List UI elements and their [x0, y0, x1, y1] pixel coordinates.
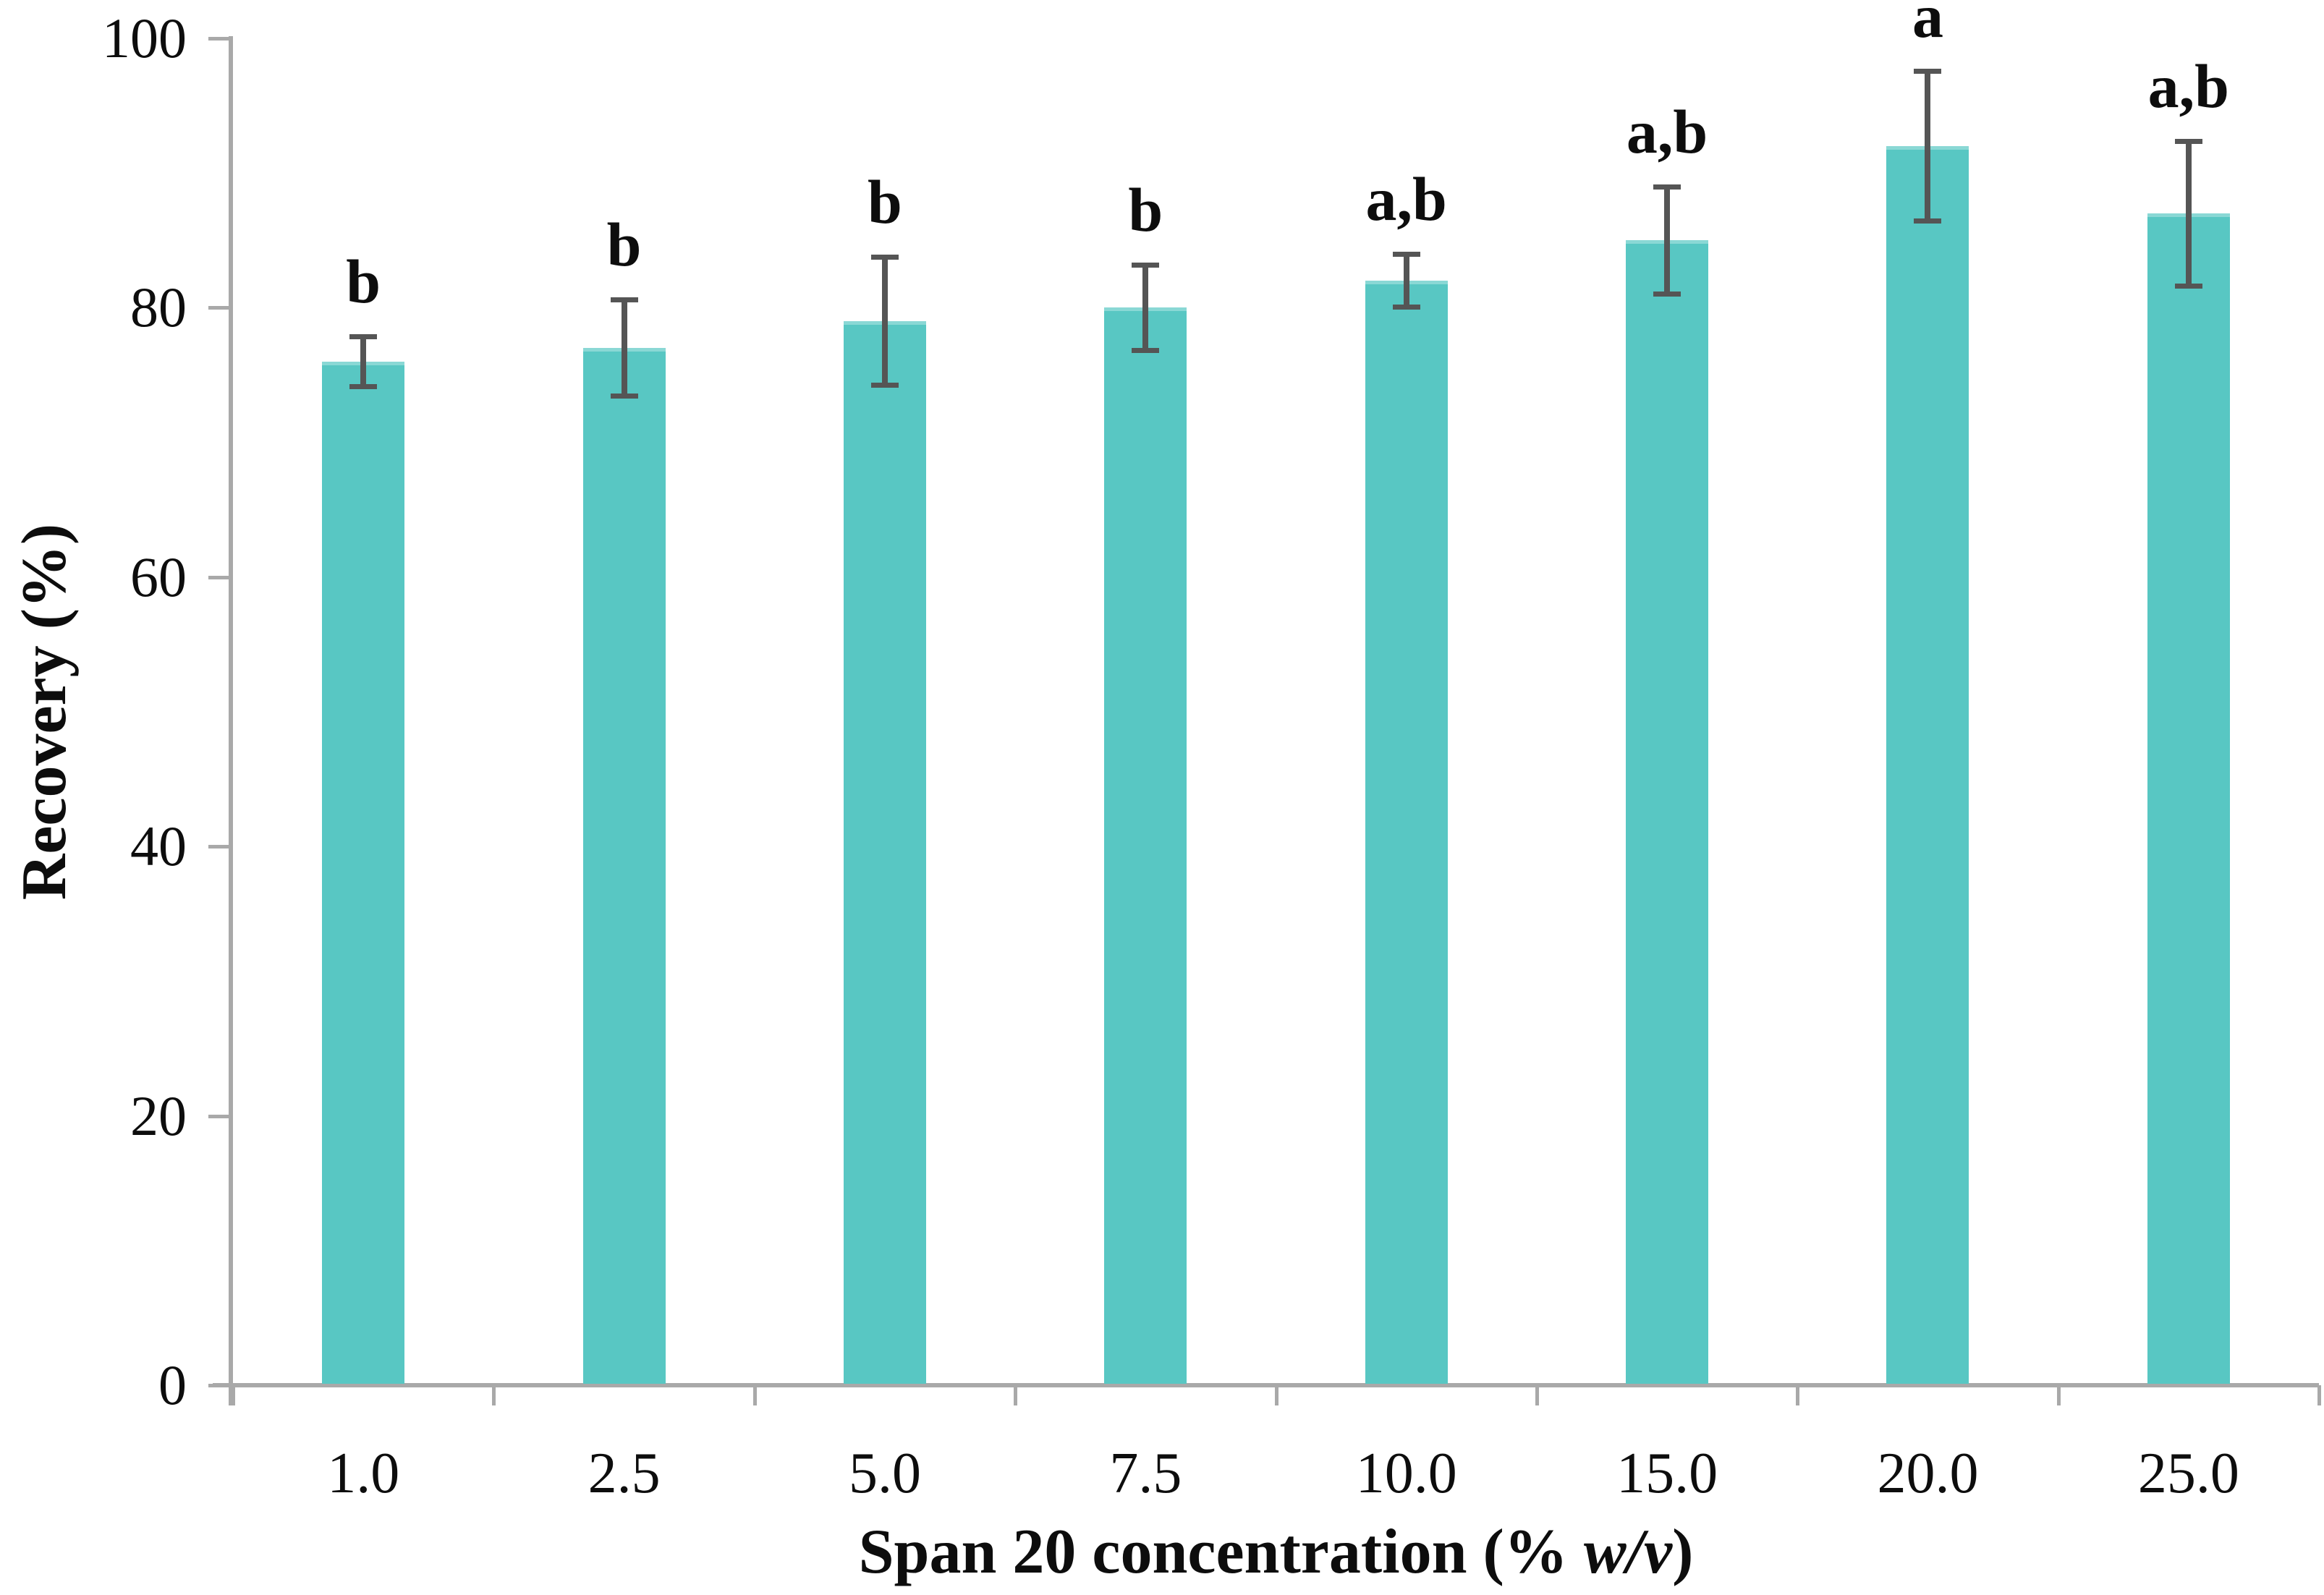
- y-tick-label: 100: [102, 7, 187, 69]
- x-tick: [2056, 1385, 2061, 1405]
- error-bar-cap-top: [1392, 251, 1420, 257]
- y-tick: [208, 1384, 229, 1387]
- error-bar-cap-top: [610, 297, 638, 303]
- error-bar-line: [1664, 186, 1671, 294]
- error-bar-cap-bottom: [870, 383, 899, 388]
- error-bar-line: [1925, 70, 1931, 222]
- error-bar-cap-bottom: [1392, 305, 1420, 310]
- bar: [322, 361, 405, 1384]
- x-axis-title-text: Span 20 concentration (%: [858, 1517, 1584, 1587]
- error-bar-line: [621, 299, 627, 397]
- significance-label: b: [1128, 174, 1163, 244]
- x-tick: [1535, 1385, 1539, 1405]
- significance-label: a,b: [1365, 163, 1447, 234]
- x-tick-label: 10.0: [1355, 1442, 1457, 1505]
- x-tick: [1014, 1385, 1018, 1405]
- significance-label: b: [346, 246, 381, 316]
- error-bar-cap-top: [349, 333, 378, 339]
- bar: [2147, 213, 2230, 1384]
- y-tick: [208, 306, 229, 310]
- x-tick-label: 5.0: [848, 1442, 921, 1505]
- x-axis-title-italic: w/v: [1583, 1517, 1673, 1587]
- error-bar-cap-bottom: [349, 384, 378, 390]
- y-axis-line: [229, 36, 233, 1405]
- error-bar-cap-bottom: [1132, 347, 1160, 353]
- error-bar-cap-top: [870, 254, 899, 260]
- bar: [1886, 145, 1969, 1384]
- x-axis-title-close-paren: ): [1672, 1517, 1694, 1587]
- x-tick: [1796, 1385, 1800, 1405]
- error-bar-cap-bottom: [610, 394, 638, 399]
- y-tick-label: 40: [130, 814, 187, 878]
- error-bar-line: [360, 336, 367, 388]
- x-tick-label: 15.0: [1616, 1442, 1718, 1505]
- bar: [582, 348, 666, 1384]
- x-tick: [492, 1385, 496, 1405]
- x-tick-label: 20.0: [1877, 1442, 1979, 1505]
- x-tick-label: 1.0: [327, 1442, 400, 1505]
- bar: [1626, 240, 1709, 1384]
- error-bar-line: [2185, 140, 2192, 286]
- error-bar-cap-bottom: [1914, 218, 1942, 224]
- y-tick-label: 80: [130, 276, 187, 339]
- bar: [1365, 281, 1448, 1384]
- y-tick-label: 0: [158, 1353, 187, 1416]
- x-tick-label: 25.0: [2137, 1442, 2239, 1505]
- x-tick: [232, 1385, 235, 1405]
- bar: [1104, 307, 1187, 1384]
- y-tick: [208, 1114, 229, 1118]
- x-tick-label: 7.5: [1109, 1442, 1182, 1505]
- significance-label: b: [868, 166, 902, 237]
- error-bar-cap-top: [1914, 68, 1942, 74]
- error-bar-cap-top: [1653, 184, 1681, 190]
- significance-label: a,b: [1626, 96, 1708, 166]
- y-tick: [208, 575, 229, 579]
- error-bar-cap-bottom: [2174, 283, 2202, 289]
- y-tick: [208, 845, 229, 849]
- error-bar-line: [1403, 253, 1409, 308]
- error-bar-cap-top: [2174, 138, 2202, 144]
- error-bar-line: [1142, 264, 1149, 351]
- error-bar-line: [881, 256, 888, 386]
- error-bar-cap-bottom: [1653, 291, 1681, 297]
- x-tick: [1274, 1385, 1278, 1405]
- significance-label: b: [606, 210, 642, 280]
- x-tick: [2317, 1385, 2321, 1405]
- y-tick-label: 20: [130, 1084, 187, 1147]
- y-tick-label: 60: [130, 545, 187, 608]
- y-tick: [208, 37, 229, 41]
- significance-label: a: [1912, 0, 1943, 51]
- error-bar-cap-top: [1132, 262, 1160, 268]
- x-axis-line: [213, 1383, 2319, 1387]
- x-tick: [752, 1385, 757, 1405]
- significance-label: a,b: [2147, 51, 2229, 121]
- bar: [843, 321, 926, 1384]
- x-axis-title: Span 20 concentration (% w/v): [233, 1512, 2319, 1593]
- x-tick-label: 2.5: [588, 1442, 661, 1505]
